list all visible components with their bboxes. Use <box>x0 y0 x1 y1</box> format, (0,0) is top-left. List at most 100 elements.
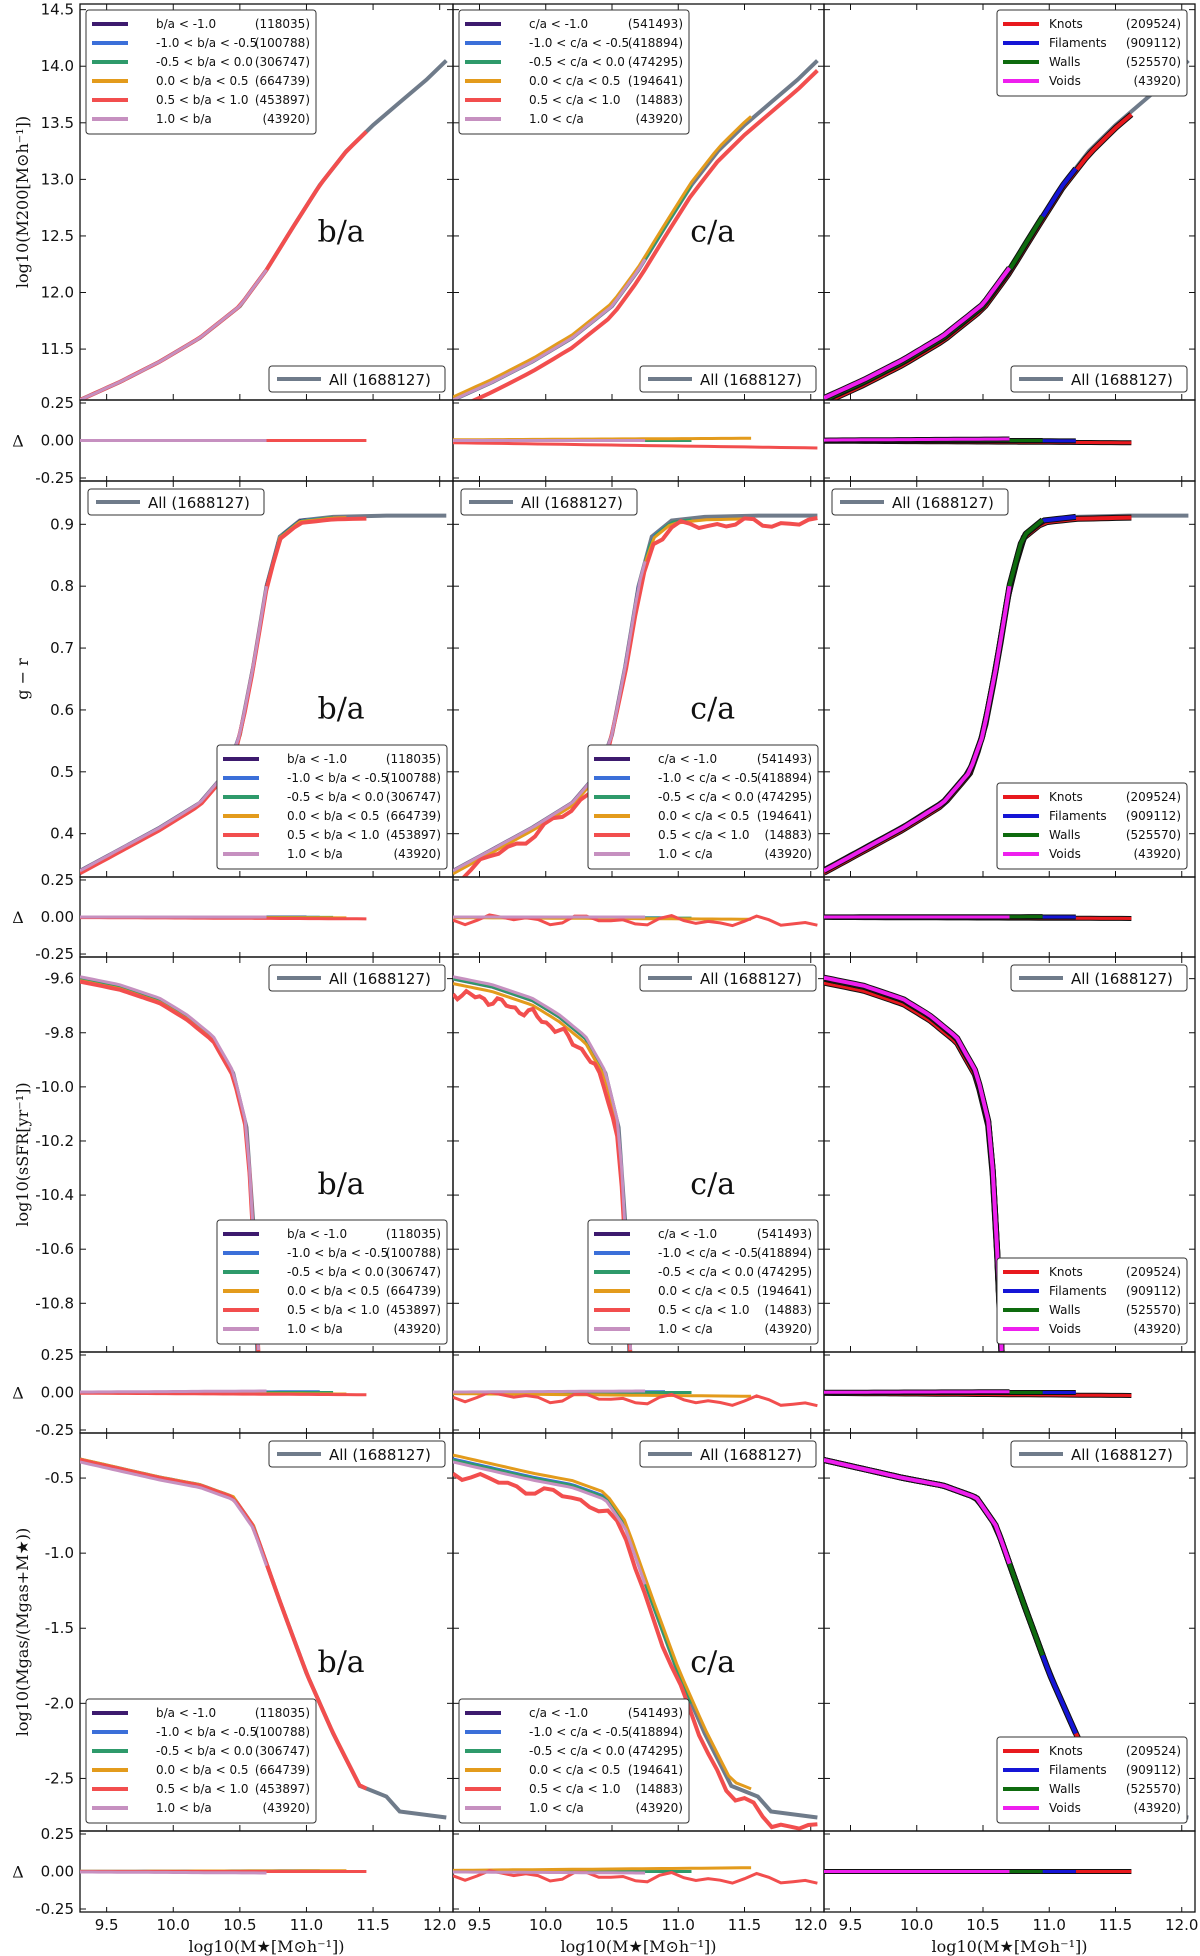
y-tick-label: 13.0 <box>41 170 74 188</box>
legend-count: (306747) <box>386 1265 441 1279</box>
x-tick-label: 10.0 <box>157 1916 190 1934</box>
legend-all-box <box>639 1440 817 1468</box>
series-ca-1-line <box>453 226 667 400</box>
legend-all: All (1688127) <box>831 488 1009 516</box>
legend-label: -1.0 < b/a < -0.5 <box>156 1725 257 1739</box>
panel-r1-c0: 0.4 0.5 0.6 0.7 0.8 0.9 b/a All (1688127) b/a < … <box>50 480 454 878</box>
residual-series-line <box>453 441 818 450</box>
legend-count: (209524) <box>1126 1265 1181 1279</box>
y-tick-label: 11.5 <box>41 340 74 358</box>
legend-label: Filaments <box>1049 809 1107 823</box>
y-tick-label: 14.0 <box>41 57 74 75</box>
legend-count: (43920) <box>764 847 812 861</box>
residual-y-axis-label: Δ <box>12 908 24 927</box>
panel-r2-c2: All (1688127) Knots (209524) Filaments (9091… <box>823 956 1196 1353</box>
series-ba-2-line <box>80 167 335 400</box>
legend-series: c/a < -1.0 (541493) -1.0 < c/a < -0.5(4188… <box>458 9 690 135</box>
legend-count: (100788) <box>386 771 441 785</box>
legend-all: All (1688127) <box>87 488 265 516</box>
legend-label: -0.5 < c/a < 0.0 <box>658 790 754 804</box>
legend-label: -1.0 < c/a < -0.5 <box>658 1246 758 1260</box>
residual-r0-c2 <box>823 399 1196 482</box>
y-tick-label: -1.5 <box>45 1619 74 1637</box>
panel-r3-c0: -2.5 -2.0 -1.5 -1.0 -0.5 b/a All (1688127) b/a … <box>45 1432 454 1832</box>
residual-series-line <box>453 1390 818 1408</box>
legend-all: All (1688127) <box>268 365 446 393</box>
legend-label: 1.0 < c/a <box>658 1322 713 1336</box>
legend-all-label: All (1688127) <box>1071 970 1173 988</box>
legend-count: (525570) <box>1126 55 1181 69</box>
column-label: c/a <box>690 1167 735 1202</box>
residual-r1-c2 <box>823 876 1196 958</box>
residual-series-line <box>824 1390 1010 1394</box>
series-ca-5-line <box>453 975 633 1351</box>
legend-all: All (1688127) <box>639 964 817 992</box>
x-tick-label: 9.5 <box>95 1916 119 1934</box>
legend-label: c/a < -1.0 <box>658 752 717 766</box>
column-label: c/a <box>690 1645 735 1680</box>
legend-count: (43920) <box>393 1322 441 1336</box>
panel-r0-c1: c/a All (1688127) c/a < -1.0 (541493) -1.0 <… <box>452 3 825 401</box>
series-ba-5-line <box>80 1460 268 1567</box>
legend-label: 1.0 < b/a <box>156 112 212 126</box>
series-ca-2-line <box>453 1458 693 1704</box>
legend-count: (541493) <box>628 17 683 31</box>
legend-series-box <box>216 1219 448 1345</box>
y-tick-label: 12.5 <box>41 227 74 245</box>
legend-series: b/a < -1.0 (118035) -1.0 < b/a < -0.5(1007… <box>216 744 448 870</box>
residual-lines <box>824 436 1132 446</box>
legend-count: (194641) <box>757 809 812 823</box>
lines-group <box>80 1457 447 1820</box>
legend-count: (14883) <box>764 1303 812 1317</box>
y-tick-label: 0.4 <box>50 825 74 843</box>
x-axis-label: log10(M★[M⊙h⁻¹]) <box>932 1937 1088 1956</box>
legend-count: (14883) <box>635 93 683 107</box>
y-tick-label: 13.5 <box>41 114 74 132</box>
panel-r0-c2: All (1688127) Knots (209524) Filaments (9091… <box>823 3 1196 401</box>
legend-count: (194641) <box>757 1284 812 1298</box>
series-env-0-line <box>825 112 1133 400</box>
column-label: b/a <box>317 1167 364 1202</box>
lines-group <box>453 1453 818 1831</box>
legend-series-box <box>996 1736 1188 1824</box>
residual-y-tick-label: -0.25 <box>35 1900 74 1918</box>
x-tick-label: 11.0 <box>1033 1916 1066 1934</box>
legend-all: All (1688127) <box>1010 1440 1188 1468</box>
legend-label: -1.0 < c/a < -0.5 <box>529 36 629 50</box>
lines-group <box>824 59 1190 400</box>
series-ca-4-line <box>453 988 633 1352</box>
lines-group <box>824 974 1005 1352</box>
residual-series-line <box>80 1389 267 1394</box>
axes-layer: 11.5 12.0 12.5 13.0 13.5 14.0 14.5 b/a All (1688… <box>12 1 1198 1956</box>
series-env-0-line <box>824 980 1004 1352</box>
series-outline <box>824 1457 1079 1735</box>
legend-count: (194641) <box>628 1763 683 1777</box>
legend-label: 0.0 < b/a < 0.5 <box>287 809 380 823</box>
series-env-3-line <box>824 1458 1012 1565</box>
legend-label: 0.0 < c/a < 0.5 <box>658 809 750 823</box>
residual-r3-c2 <box>823 1830 1196 1913</box>
series-env-2-line <box>824 976 1004 1352</box>
series-ba-4-line <box>80 130 368 400</box>
legend-all: All (1688127) <box>1010 964 1188 992</box>
legend-label: 0.5 < b/a < 1.0 <box>156 93 249 107</box>
residual-series-line <box>453 1866 752 1872</box>
series-ca-5-line <box>453 561 647 873</box>
y-tick-label: -10.2 <box>35 1132 74 1150</box>
series-ba-4-line <box>80 1458 368 1791</box>
legend-series: c/a < -1.0 (541493) -1.0 < c/a < -0.5(4188… <box>458 1698 690 1824</box>
lines-group <box>824 513 1189 876</box>
residual-y-tick-label: 0.25 <box>41 1825 74 1843</box>
legend-label: 0.0 < c/a < 0.5 <box>529 1763 621 1777</box>
residual-y-tick-label: 0.00 <box>41 1384 74 1402</box>
series-all-line <box>824 976 1003 1352</box>
series-outline <box>824 975 1005 1352</box>
residual-r2-c1 <box>452 1351 825 1434</box>
residual-y-tick-label: -0.25 <box>35 1421 74 1439</box>
legend-all: All (1688127) <box>639 365 817 393</box>
y-axis-label: log10(sSFR[yr⁻¹]) <box>13 1082 32 1226</box>
series-ca-3-line <box>453 1453 752 1791</box>
series-env-3-line <box>824 585 1012 873</box>
legend-label: Voids <box>1049 847 1081 861</box>
x-tick-label: 11.5 <box>728 1916 761 1934</box>
